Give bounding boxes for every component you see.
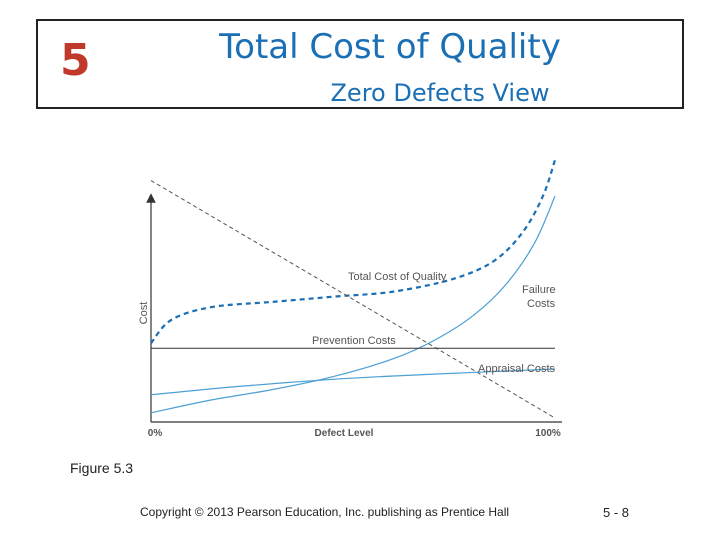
series-line-2 — [150, 180, 556, 419]
series-line-4 — [150, 368, 556, 396]
x-axis-label: Defect Level — [315, 428, 374, 439]
label-failure-costs: Costs — [527, 298, 556, 310]
page-number: 5 - 8 — [603, 505, 630, 520]
slide-title: Total Cost of Quality — [219, 27, 561, 67]
label-appraisal: Appraisal Costs — [478, 363, 556, 375]
label-failure: Failure — [522, 284, 556, 296]
slide-header: 5 Total Cost of Quality Zero Defects Vie… — [36, 19, 684, 109]
chapter-number: 5 — [60, 35, 91, 86]
x-tick-label-100: 100% — [535, 428, 561, 439]
series-line-0 — [150, 159, 557, 344]
x-tick-label-0: 0% — [148, 428, 163, 439]
label-total-cost: Total Cost of Quality — [348, 271, 447, 283]
figure-caption: Figure 5.3 — [70, 460, 134, 476]
y-axis-label: Cost — [138, 302, 150, 325]
series-line-1 — [150, 195, 556, 414]
copyright-text: Copyright © 2013 Pearson Education, Inc.… — [140, 505, 510, 519]
slide-subtitle: Zero Defects View — [330, 79, 550, 107]
label-prevention: Prevention Costs — [312, 335, 396, 347]
